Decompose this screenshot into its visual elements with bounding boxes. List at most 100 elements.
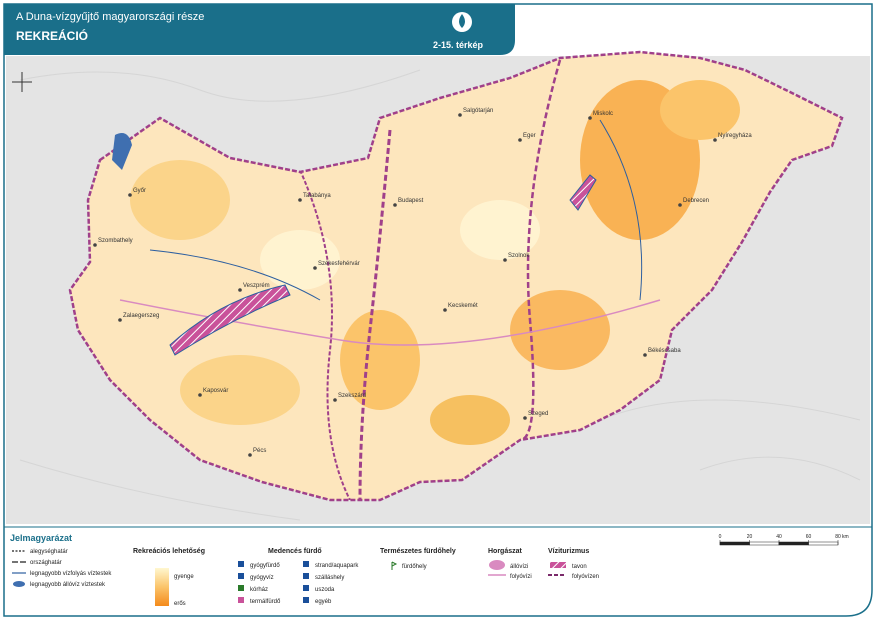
scale-segment bbox=[808, 541, 839, 546]
legend-icon bbox=[238, 573, 244, 579]
place-label: Miskolc bbox=[593, 111, 613, 117]
scale-label: 40 bbox=[776, 534, 782, 540]
place-label: Szombathely bbox=[98, 238, 133, 244]
legend-section-title: Víziturizmus bbox=[548, 548, 589, 555]
scale-segment bbox=[719, 541, 750, 546]
relief bbox=[19, 69, 861, 521]
place-label: Kecskemét bbox=[448, 303, 478, 309]
scale-label: 20 bbox=[747, 534, 753, 540]
legend-label: gyógyvíz bbox=[250, 575, 274, 581]
lake-balaton bbox=[169, 284, 291, 356]
legend: alegységhatár országhatár legnagyobb vízfo… bbox=[12, 534, 849, 607]
legend-icon bbox=[303, 561, 309, 567]
place-label: Győr bbox=[133, 188, 146, 194]
place-label: Eger bbox=[523, 133, 536, 139]
place-label: Debrecen bbox=[683, 198, 709, 204]
map-number: 2-15. térkép bbox=[433, 40, 484, 50]
place-label: Zalaegerszeg bbox=[123, 313, 159, 319]
legend-fishing-lake bbox=[489, 560, 505, 570]
legend-label: országhatár bbox=[30, 560, 62, 566]
legend-label: tavon bbox=[572, 564, 587, 570]
legend-label: kórház bbox=[250, 587, 268, 593]
header-bar bbox=[4, 4, 515, 55]
legend-label: termálfürdő bbox=[250, 599, 281, 605]
north-arrow bbox=[12, 72, 32, 92]
place-dot bbox=[313, 266, 317, 270]
place-label: Budapest bbox=[398, 198, 424, 204]
place-dot bbox=[238, 288, 242, 292]
legend-section-title: Horgászat bbox=[488, 548, 523, 555]
logo-drop bbox=[459, 14, 465, 28]
place-label: Szekszárd bbox=[338, 393, 366, 399]
place-dot bbox=[458, 113, 462, 117]
legend-lake bbox=[13, 581, 25, 587]
place-dot bbox=[248, 453, 252, 457]
legend-section-title: Rekreációs lehetőség bbox=[133, 548, 205, 555]
scale-label: 0 bbox=[719, 534, 722, 540]
lake-ferto bbox=[112, 132, 132, 170]
legend-icon bbox=[238, 585, 244, 591]
recreation-zones bbox=[119, 59, 740, 500]
place-dot bbox=[93, 243, 97, 247]
place-dot bbox=[443, 308, 447, 312]
legend-icon bbox=[238, 561, 244, 567]
legend-label: uszoda bbox=[315, 587, 335, 593]
scale-segment bbox=[778, 541, 809, 546]
legend-icon bbox=[238, 597, 244, 603]
lake-tisza bbox=[569, 174, 597, 211]
places: Győr Budapest Debrecen Szeged Pécs Miskolc Szo… bbox=[93, 108, 752, 457]
legend-label: strand/aquapark bbox=[315, 563, 359, 569]
place-dot bbox=[588, 116, 592, 120]
place-dot bbox=[643, 353, 647, 357]
place-dot bbox=[393, 203, 397, 207]
legend-label: erős bbox=[174, 601, 186, 607]
legend-icon bbox=[303, 597, 309, 603]
scale-label: 80 bbox=[835, 534, 841, 540]
legend-label: fürdőhely bbox=[402, 564, 427, 570]
place-label: Salgótarján bbox=[463, 108, 493, 114]
legend-icon bbox=[391, 561, 398, 570]
place-label: Szolnok bbox=[508, 253, 530, 259]
place-label: Kaposvár bbox=[203, 388, 228, 394]
place-label: Tatabánya bbox=[303, 193, 331, 199]
legend-label: szálláshely bbox=[315, 575, 344, 581]
header-subtitle: REKREÁCIÓ bbox=[16, 28, 88, 43]
place-dot bbox=[678, 203, 682, 207]
legend-lake-tour bbox=[550, 562, 566, 568]
place-dot bbox=[713, 138, 717, 142]
legend-label: legnagyobb vízfolyás víztestek bbox=[30, 571, 112, 577]
scale-label: 60 bbox=[806, 534, 812, 540]
place-label: Székesfehérvár bbox=[318, 261, 360, 267]
legend-label: folyóvízi bbox=[510, 574, 532, 580]
legend-label: gyenge bbox=[174, 574, 194, 580]
legend-icon bbox=[303, 585, 309, 591]
place-dot bbox=[333, 398, 337, 402]
place-label: Pécs bbox=[253, 448, 266, 454]
place-dot bbox=[198, 393, 202, 397]
place-label: Veszprém bbox=[243, 283, 270, 289]
place-dot bbox=[518, 138, 522, 142]
place-dot bbox=[128, 193, 132, 197]
legend-label: egyéb bbox=[315, 599, 332, 605]
scale-segment bbox=[749, 541, 780, 546]
legend-section-title: Természetes fürdőhely bbox=[380, 548, 456, 555]
legend-icon bbox=[303, 573, 309, 579]
legend-label: állóvízi bbox=[510, 564, 528, 570]
legend-label: alegységhatár bbox=[30, 549, 68, 555]
recreation-gradient bbox=[155, 568, 169, 606]
place-dot bbox=[298, 198, 302, 202]
legend-title: Jelmagyarázat bbox=[10, 533, 72, 543]
legend-label: legnagyobb állóvíz víztestek bbox=[30, 582, 106, 588]
place-label: Békéscsaba bbox=[648, 348, 681, 354]
place-label: Nyíregyháza bbox=[718, 133, 752, 139]
header-title: A Duna-vízgyűjtő magyarországi része bbox=[16, 11, 204, 23]
legend-label: folyóvízen bbox=[572, 574, 599, 580]
place-label: Szeged bbox=[528, 411, 548, 417]
legend-label: gyógyfürdő bbox=[250, 563, 280, 569]
place-dot bbox=[503, 258, 507, 262]
place-dot bbox=[118, 318, 122, 322]
legend-section-title: Medencés fürdő bbox=[268, 548, 322, 555]
place-dot bbox=[523, 416, 527, 420]
scale-unit: km bbox=[842, 534, 849, 540]
